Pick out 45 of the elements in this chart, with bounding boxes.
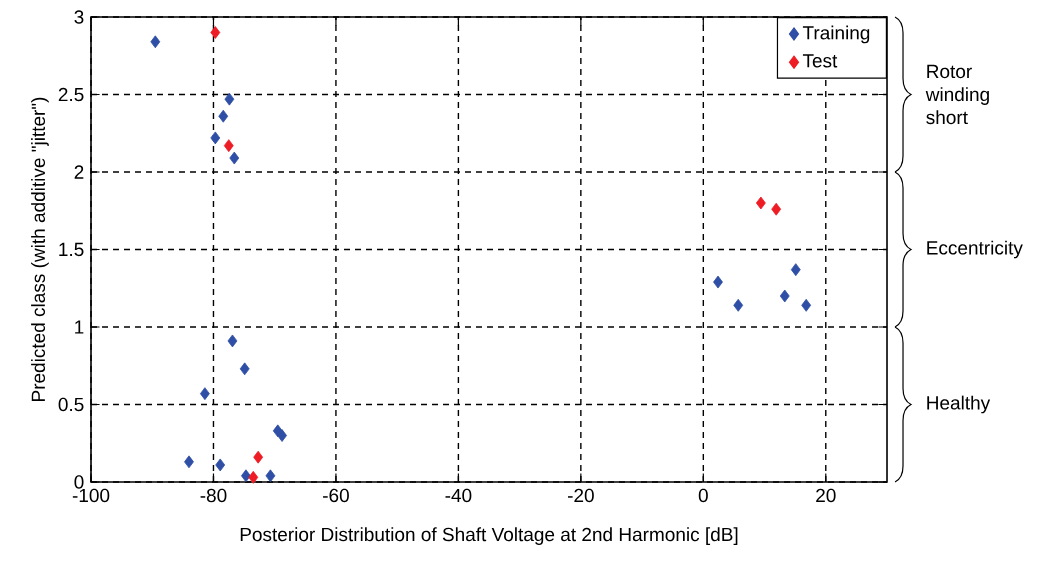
point <box>713 275 723 289</box>
y-tick-label: 0.5 <box>58 397 84 412</box>
point <box>223 139 234 153</box>
x-tick-label: -40 <box>445 488 472 503</box>
point <box>184 455 194 469</box>
point <box>265 469 276 483</box>
point <box>210 131 221 145</box>
y-tick-label: 1 <box>75 320 84 334</box>
point <box>755 196 766 210</box>
point <box>248 470 259 484</box>
y-tick-label: 3 <box>74 10 84 24</box>
point <box>790 263 801 277</box>
point <box>241 469 251 483</box>
point <box>733 298 744 312</box>
point <box>150 35 161 49</box>
x-tick-label: -100 <box>72 488 110 503</box>
y-tick-label: 1.5 <box>59 242 84 257</box>
x-tick-label: -60 <box>323 488 349 503</box>
point <box>253 450 264 464</box>
point <box>227 334 238 348</box>
y-tick-label: 2 <box>74 165 84 179</box>
text: Eccentricity <box>927 240 1023 259</box>
y-tick-label: 0 <box>74 475 84 489</box>
point <box>277 429 287 442</box>
legend-label: Training <box>802 25 870 44</box>
point <box>215 458 226 472</box>
point <box>229 151 240 165</box>
x-tick-label: 0 <box>698 488 708 503</box>
point <box>801 298 812 312</box>
point <box>779 289 790 303</box>
point <box>224 92 235 106</box>
point <box>200 387 210 401</box>
point <box>239 362 250 376</box>
x-axis-title: Posterior Distribution of Shaft Voltage at 2nd Harmonic [dB] <box>240 527 738 545</box>
point <box>218 109 229 123</box>
y-axis-title: Predicted class (with additive "jitter") <box>31 97 49 401</box>
legend-label: Test <box>802 54 838 68</box>
point <box>210 26 221 39</box>
point <box>771 202 782 216</box>
x-tick-label: -20 <box>567 488 594 503</box>
x-tick-label: 20 <box>816 488 836 503</box>
x-tick-label: -80 <box>200 488 227 503</box>
text: Rotor winding short <box>925 64 989 125</box>
y-tick-label: 2.5 <box>58 87 84 102</box>
text: Healthy <box>927 395 991 414</box>
